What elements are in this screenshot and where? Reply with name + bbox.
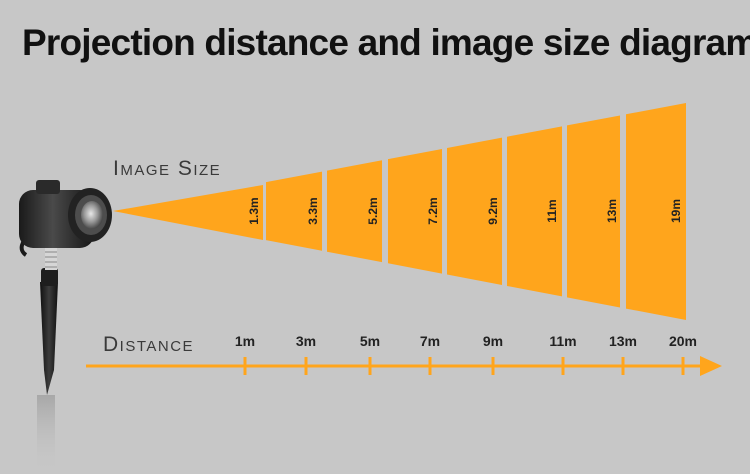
image-size-value: 7.2m	[426, 197, 440, 224]
distance-value: 5m	[360, 333, 380, 349]
image-size-segment	[507, 126, 562, 297]
image-size-value: 1.3m	[247, 197, 261, 224]
distance-value: 1m	[235, 333, 255, 349]
image-size-value: 11m	[545, 199, 559, 222]
image-size-value: 3.3m	[306, 197, 320, 224]
distance-value: 3m	[296, 333, 316, 349]
distance-label: Distance	[103, 333, 195, 356]
image-size-segment	[626, 103, 686, 320]
image-size-segment	[388, 148, 442, 274]
distance-value: 7m	[420, 333, 440, 349]
distance-value: 20m	[669, 333, 697, 349]
page-title: Projection distance and image size diagr…	[22, 22, 750, 63]
image-size-label: Image Size	[113, 157, 222, 180]
image-size-segment	[266, 171, 322, 251]
image-size-segment	[447, 137, 502, 285]
image-size-value: 5.2m	[366, 197, 380, 224]
distance-value: 11m	[549, 333, 576, 349]
image-size-value: 13m	[605, 199, 619, 223]
image-size-segment	[327, 160, 382, 263]
distance-axis: 1m 3m 5m 7m 9m 11m 13m 20m	[86, 333, 722, 376]
projector-on-stake-icon	[19, 180, 112, 474]
image-size-segments: 1.3m 3.3m 5.2m 7.2m 9.2m 11m 13m 19m	[247, 103, 686, 320]
image-size-segment	[567, 115, 620, 308]
distance-value: 9m	[483, 333, 503, 349]
distance-value: 13m	[609, 333, 637, 349]
image-size-value: 9.2m	[486, 197, 500, 224]
axis-arrowhead	[700, 356, 722, 376]
projection-beam	[113, 185, 263, 240]
image-size-value: 19m	[669, 199, 683, 223]
